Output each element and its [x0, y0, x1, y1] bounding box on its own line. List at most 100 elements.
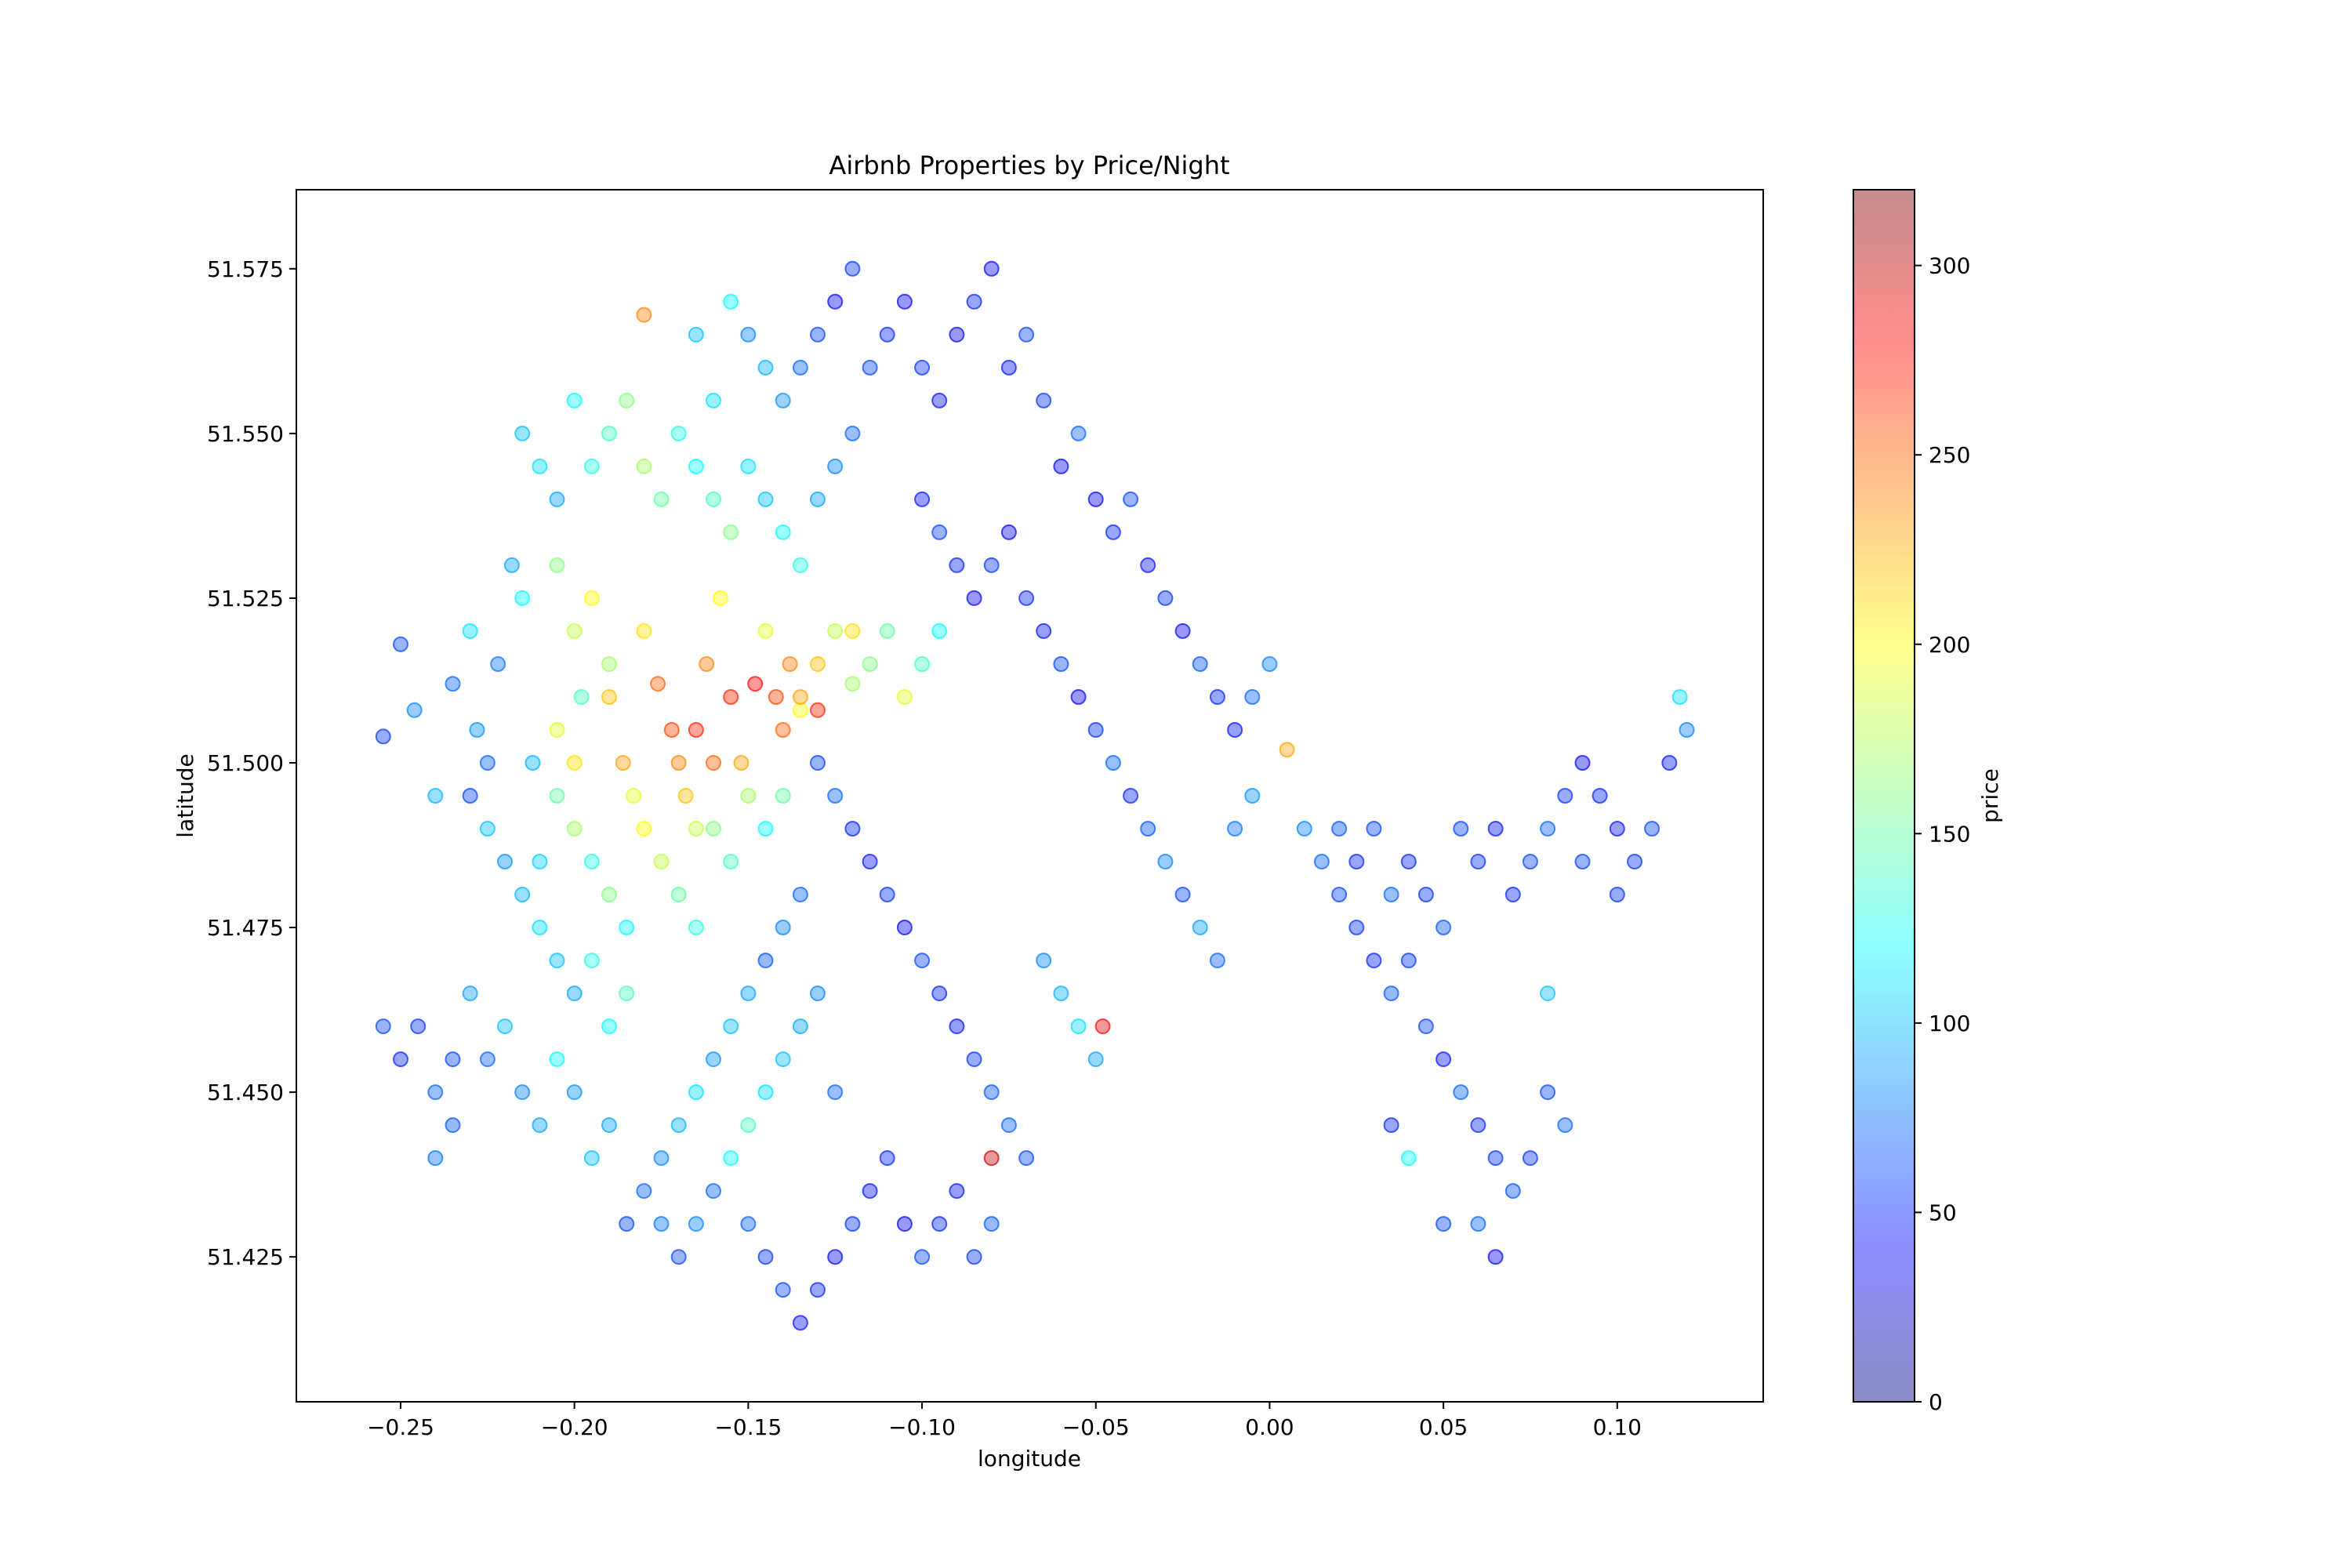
x-tick-label: 0.10: [1593, 1414, 1642, 1440]
data-point: [896, 1216, 913, 1232]
data-point: [427, 788, 444, 804]
data-point: [462, 985, 478, 1002]
data-point: [810, 985, 826, 1002]
data-point: [712, 590, 728, 606]
data-point: [792, 557, 808, 573]
colorbar: [1853, 190, 1915, 1402]
data-point: [775, 788, 791, 804]
data-point: [1123, 491, 1139, 507]
data-point: [1383, 985, 1399, 1002]
data-point: [966, 293, 982, 310]
colorbar-tick-label: 150: [1929, 821, 1970, 847]
data-point: [1087, 491, 1104, 507]
data-point: [1123, 788, 1139, 804]
data-point: [723, 1150, 739, 1167]
plot-frame: [296, 189, 1764, 1403]
data-point: [549, 491, 565, 507]
data-point: [1592, 788, 1608, 804]
data-point: [879, 1150, 895, 1167]
data-point: [1018, 326, 1035, 343]
data-point: [931, 1216, 948, 1232]
data-point: [706, 1051, 721, 1068]
data-point: [1087, 1051, 1104, 1068]
data-point: [1574, 755, 1591, 771]
data-point: [914, 1249, 931, 1265]
data-point: [862, 1183, 878, 1200]
data-point: [566, 985, 583, 1002]
data-point: [1557, 1117, 1573, 1134]
data-point: [757, 359, 774, 376]
data-point: [583, 854, 600, 869]
data-point: [723, 689, 739, 705]
data-point: [1436, 1051, 1452, 1068]
data-point: [514, 590, 531, 606]
data-point: [1105, 524, 1121, 540]
data-point: [1470, 1117, 1486, 1134]
data-point: [601, 1117, 617, 1134]
data-point: [1053, 656, 1069, 672]
data-point: [757, 1084, 774, 1101]
data-point: [653, 1150, 670, 1167]
data-point: [1453, 1084, 1469, 1101]
data-point: [583, 1150, 600, 1167]
data-point: [723, 854, 739, 869]
data-point: [775, 1051, 791, 1068]
data-point: [549, 722, 565, 738]
data-point: [1522, 854, 1538, 869]
data-point: [931, 392, 948, 408]
data-point: [1331, 887, 1348, 902]
data-point: [1209, 953, 1225, 969]
data-point: [514, 425, 531, 441]
data-point: [549, 953, 565, 969]
data-point: [949, 326, 965, 343]
data-point: [1679, 722, 1695, 738]
data-point: [792, 1315, 808, 1331]
data-point: [619, 920, 635, 935]
data-point: [862, 656, 878, 672]
data-point: [653, 1216, 670, 1232]
x-tick-label: −0.10: [888, 1414, 956, 1440]
data-point: [445, 1117, 461, 1134]
data-point: [1383, 887, 1399, 902]
data-point: [931, 622, 948, 639]
data-point: [1417, 887, 1434, 902]
colorbar-tick-label: 50: [1929, 1200, 1957, 1225]
data-point: [1140, 557, 1156, 573]
data-point: [1383, 1117, 1399, 1134]
data-point: [375, 1018, 391, 1035]
data-point: [1313, 854, 1330, 869]
data-point: [549, 557, 565, 573]
data-point: [747, 676, 764, 692]
data-point: [636, 307, 652, 323]
data-point: [844, 821, 861, 837]
data-point: [827, 1084, 844, 1101]
x-tick-label: −0.15: [714, 1414, 782, 1440]
data-point: [740, 326, 757, 343]
data-point: [445, 1051, 461, 1068]
data-point: [1366, 821, 1382, 837]
data-point: [792, 359, 808, 376]
y-tick-label: 51.475: [207, 915, 284, 941]
colorbar-tick-label: 0: [1929, 1389, 1943, 1415]
data-point: [914, 953, 931, 969]
data-point: [1036, 392, 1052, 408]
data-point: [931, 524, 948, 540]
data-point: [619, 392, 635, 408]
data-point: [1348, 920, 1365, 935]
data-point: [757, 622, 774, 639]
data-point: [636, 458, 652, 474]
data-point: [757, 953, 774, 969]
data-point: [1671, 689, 1688, 705]
data-point: [949, 557, 965, 573]
data-point: [566, 821, 583, 837]
data-point: [740, 1117, 757, 1134]
data-point: [896, 689, 913, 705]
data-point: [601, 425, 617, 441]
data-point: [1487, 821, 1504, 837]
data-point: [1174, 887, 1191, 902]
y-axis-label: latitude: [172, 753, 198, 837]
data-point: [497, 854, 513, 869]
data-point: [844, 622, 861, 639]
data-point: [757, 1249, 774, 1265]
